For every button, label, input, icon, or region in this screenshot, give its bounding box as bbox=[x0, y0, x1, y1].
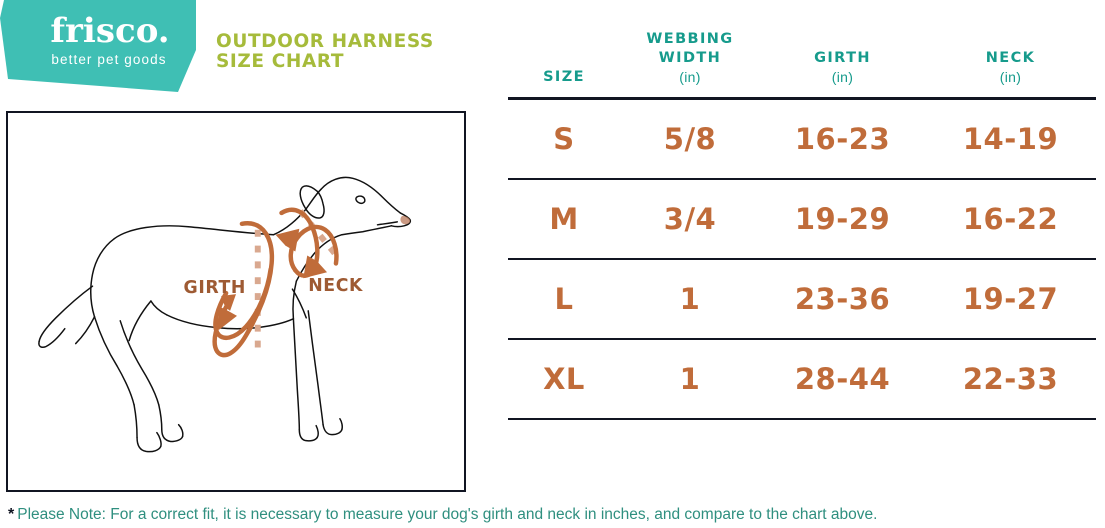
cell-size: M bbox=[508, 179, 620, 260]
column-header-neck-unit: (in) bbox=[999, 69, 1022, 85]
logo-badge-shape bbox=[0, 0, 196, 92]
cell-webbing-width: 1 bbox=[620, 339, 760, 420]
column-header-girth-unit: (in) bbox=[831, 69, 854, 85]
table-row: L 1 23-36 19-27 bbox=[508, 259, 1096, 340]
page-title-line1: OUTDOOR HARNESS bbox=[216, 31, 434, 52]
cell-size: S bbox=[508, 98, 620, 180]
size-chart-table: SIZE WEBBING WIDTH (in) GIRTH (in) NECK … bbox=[508, 30, 1096, 420]
cell-girth: 16-23 bbox=[760, 98, 925, 180]
neck-label: NECK bbox=[308, 276, 363, 296]
footnote-marker: * bbox=[8, 506, 15, 523]
cell-girth: 19-29 bbox=[760, 179, 925, 260]
column-header-girth: GIRTH (in) bbox=[760, 30, 925, 100]
column-header-size: SIZE bbox=[508, 30, 620, 100]
table-row: S 5/8 16-23 14-19 bbox=[508, 98, 1096, 180]
footnote-text: Please Note: For a correct fit, it is ne… bbox=[17, 506, 878, 523]
page-title-line2: SIZE CHART bbox=[216, 51, 345, 72]
logo-wordmark: frisco. bbox=[50, 11, 170, 51]
cell-neck: 16-22 bbox=[925, 179, 1096, 260]
cell-webbing-width: 3/4 bbox=[620, 179, 760, 260]
column-header-neck-label: NECK bbox=[985, 50, 1036, 66]
column-header-neck: NECK (in) bbox=[925, 30, 1096, 100]
footnote: * Please Note: For a correct fit, it is n… bbox=[8, 505, 1098, 524]
column-header-girth-label: GIRTH bbox=[814, 50, 871, 66]
cell-girth: 28-44 bbox=[760, 339, 925, 420]
page-title: OUTDOOR HARNESS SIZE CHART bbox=[216, 32, 466, 72]
girth-measure-loop bbox=[212, 221, 275, 358]
cell-neck: 14-19 bbox=[925, 98, 1096, 180]
column-header-size-label: SIZE bbox=[543, 69, 585, 85]
neck-guide-line bbox=[298, 209, 341, 260]
neck-measure-loop bbox=[275, 207, 339, 279]
table-header-row: SIZE WEBBING WIDTH (in) GIRTH (in) NECK … bbox=[508, 30, 1096, 100]
cell-girth: 23-36 bbox=[760, 259, 925, 340]
cell-webbing-width: 1 bbox=[620, 259, 760, 340]
cell-webbing-width: 5/8 bbox=[620, 98, 760, 180]
cell-size: L bbox=[508, 259, 620, 340]
column-header-webbing-width-unit: (in) bbox=[679, 69, 701, 85]
cell-size: XL bbox=[508, 339, 620, 420]
logo-tagline: better pet goods bbox=[51, 52, 167, 67]
column-header-webbing-width: WEBBING WIDTH (in) bbox=[620, 30, 760, 100]
dog-nose bbox=[400, 215, 411, 225]
dog-measurement-illustration: GIRTH NECK bbox=[6, 111, 466, 492]
size-chart-table-wrapper: SIZE WEBBING WIDTH (in) GIRTH (in) NECK … bbox=[508, 30, 1096, 420]
cell-neck: 19-27 bbox=[925, 259, 1096, 340]
dog-outline bbox=[38, 176, 412, 453]
dog-diagram-svg: GIRTH NECK bbox=[38, 176, 412, 453]
table-row: XL 1 28-44 22-33 bbox=[508, 339, 1096, 420]
column-header-webbing-width-label: WEBBING WIDTH bbox=[646, 31, 734, 66]
girth-label: GIRTH bbox=[184, 278, 246, 298]
table-row: M 3/4 19-29 16-22 bbox=[508, 179, 1096, 260]
frisco-logo: frisco. better pet goods bbox=[0, 0, 200, 95]
cell-neck: 22-33 bbox=[925, 339, 1096, 420]
